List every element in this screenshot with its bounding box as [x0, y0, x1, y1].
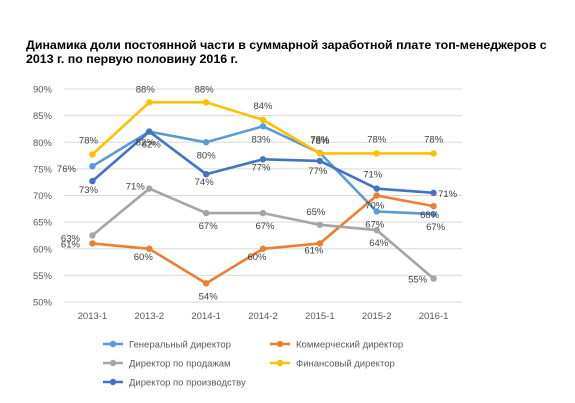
data-label: 55% [408, 275, 428, 286]
legend-marker [110, 341, 116, 347]
y-tick-label: 60% [33, 244, 53, 255]
data-label: 63% [61, 233, 81, 244]
data-point [374, 150, 380, 156]
data-point [430, 150, 436, 156]
x-tick-label: 2013-2 [134, 311, 164, 322]
data-label: 77% [251, 162, 271, 173]
data-point [374, 185, 380, 191]
data-point [430, 275, 436, 281]
data-label: 71% [126, 182, 146, 193]
data-label: 83% [251, 134, 271, 145]
legend-marker [110, 360, 116, 366]
data-label: 71% [438, 189, 458, 200]
data-point [260, 117, 266, 123]
data-point [89, 232, 95, 238]
legend-label: Директор по продажам [129, 359, 231, 370]
data-point [430, 190, 436, 196]
data-label: 67% [365, 219, 385, 230]
data-label: 61% [304, 245, 324, 256]
x-tick-label: 2014-1 [191, 311, 221, 322]
data-label: 68% [420, 210, 440, 221]
data-label: 71% [363, 170, 383, 181]
y-tick-label: 85% [33, 111, 53, 122]
data-label: 84% [253, 101, 273, 112]
data-label: 67% [199, 221, 219, 232]
y-tick-label: 70% [33, 191, 53, 202]
data-point [89, 151, 95, 157]
legend-label: Финансовый директор [296, 359, 395, 370]
data-point [317, 150, 323, 156]
data-point [203, 139, 209, 145]
data-label: 78% [310, 134, 330, 145]
legend-label: Коммерческий директор [296, 340, 403, 351]
x-tick-label: 2015-2 [362, 311, 392, 322]
data-point [146, 99, 152, 105]
data-point [89, 178, 95, 184]
data-point [317, 222, 323, 228]
data-label: 82% [136, 138, 156, 149]
data-label: 60% [247, 252, 267, 263]
data-label: 77% [308, 166, 328, 177]
data-point [317, 158, 323, 164]
y-tick-label: 90% [33, 85, 53, 96]
data-label: 73% [79, 185, 99, 196]
data-point [203, 99, 209, 105]
data-point [260, 123, 266, 129]
data-label: 76% [57, 164, 77, 175]
y-tick-label: 75% [33, 164, 53, 175]
data-point [203, 210, 209, 216]
data-point [146, 185, 152, 191]
data-label: 60% [134, 252, 154, 263]
y-tick-label: 55% [33, 271, 53, 282]
data-point [89, 240, 95, 246]
data-point [374, 192, 380, 198]
legend-marker [110, 379, 116, 385]
x-tick-label: 2015-1 [305, 311, 335, 322]
data-label: 78% [424, 134, 444, 145]
data-label: 88% [136, 84, 156, 95]
y-tick-label: 80% [33, 138, 53, 149]
y-tick-label: 50% [33, 298, 53, 309]
data-label: 74% [195, 177, 215, 188]
x-tick-label: 2014-2 [248, 311, 278, 322]
data-label: 88% [195, 84, 215, 95]
x-tick-label: 2016-1 [419, 311, 449, 322]
legend-label: Генеральный директор [129, 340, 231, 351]
legend-label: Директор по производству [129, 378, 246, 389]
data-label: 70% [365, 201, 385, 212]
legend-marker [277, 341, 283, 347]
data-point [430, 203, 436, 209]
data-point [146, 128, 152, 134]
data-label: 80% [197, 150, 217, 161]
data-label: 67% [426, 222, 446, 233]
data-point [203, 280, 209, 286]
legend-marker [277, 360, 283, 366]
data-label: 67% [255, 221, 275, 232]
y-tick-label: 65% [33, 218, 53, 229]
data-label: 78% [367, 134, 387, 145]
data-label: 54% [199, 291, 219, 302]
data-label: 64% [369, 238, 389, 249]
data-point [260, 210, 266, 216]
data-label: 65% [306, 207, 326, 218]
x-tick-label: 2013-1 [78, 311, 108, 322]
data-point [89, 163, 95, 169]
data-label: 78% [79, 135, 99, 146]
